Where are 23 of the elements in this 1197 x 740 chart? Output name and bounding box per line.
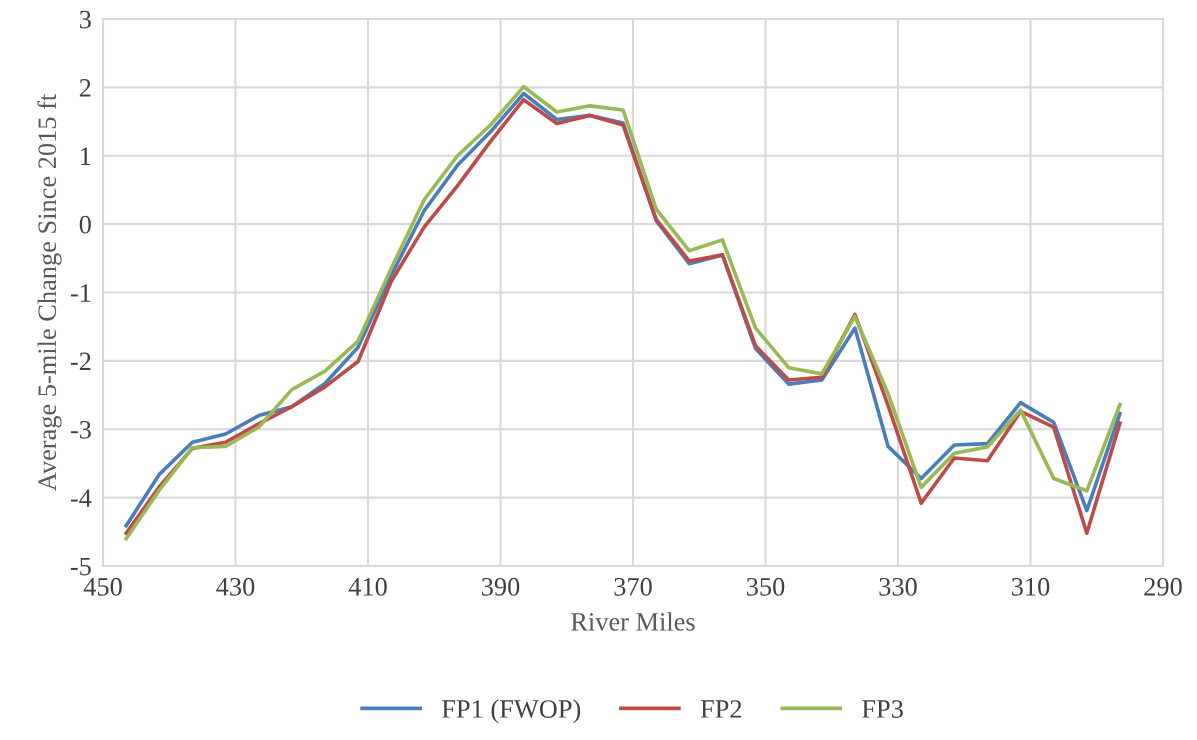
y-tick-label: 1 bbox=[81, 147, 91, 165]
y-tick-label: -1 bbox=[70, 284, 91, 302]
y-tick-label: 0 bbox=[79, 215, 91, 234]
x-tick-label: 430 bbox=[216, 577, 255, 596]
x-tick-label: 310 bbox=[1011, 577, 1050, 596]
y-tick-label: -5 bbox=[70, 557, 91, 576]
y-axis-title: Average 5-mile Change Since 2015 ft bbox=[37, 93, 62, 491]
x-tick-label: 390 bbox=[481, 577, 520, 596]
y-tick-label: 2 bbox=[79, 79, 91, 97]
y-tick-label: -3 bbox=[70, 420, 91, 439]
x-tick-label: 350 bbox=[746, 577, 785, 596]
x-tick-label: 450 bbox=[83, 577, 122, 596]
y-tick-label: -4 bbox=[70, 489, 92, 507]
legend-label: FP1 (FWOP) bbox=[442, 699, 581, 724]
x-axis-title: River Miles bbox=[571, 612, 695, 631]
x-tick-label: 330 bbox=[879, 577, 917, 596]
legend-label: FP3 bbox=[862, 700, 903, 718]
y-tick-label: 3 bbox=[79, 10, 91, 29]
y-tick-label: -2 bbox=[70, 352, 91, 371]
x-tick-label: 410 bbox=[348, 577, 387, 596]
x-tick-label: 370 bbox=[614, 577, 652, 596]
legend-label: FP2 bbox=[700, 700, 742, 718]
x-tick-label: 290 bbox=[1144, 577, 1182, 596]
